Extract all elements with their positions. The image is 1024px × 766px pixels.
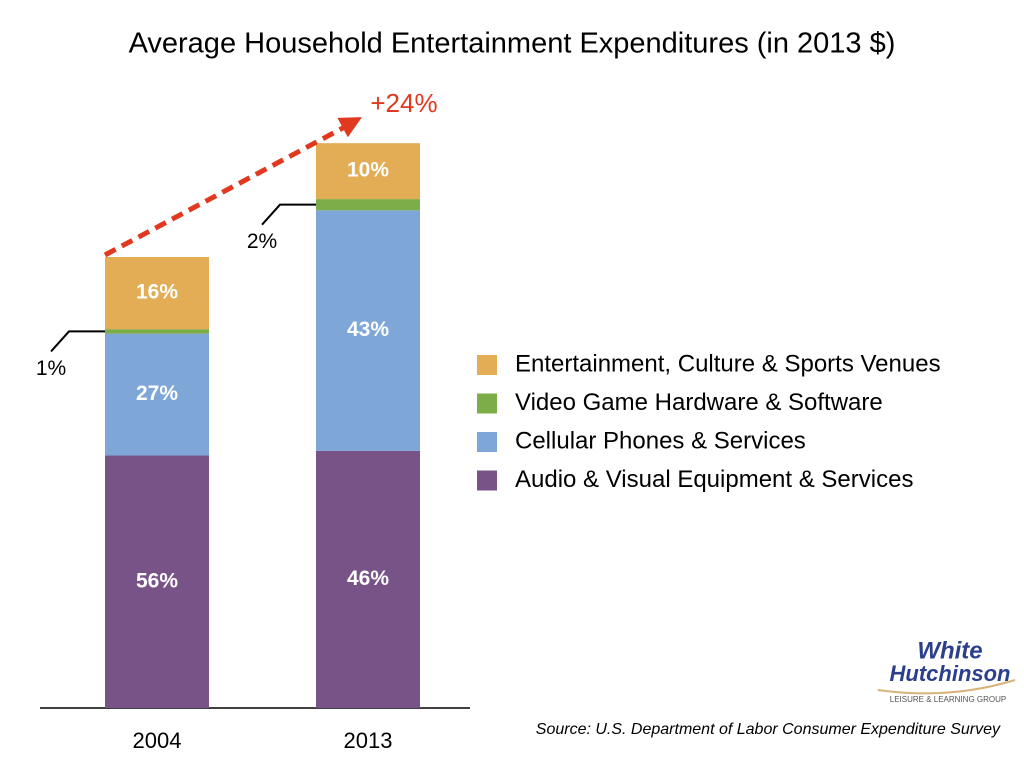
chart-title: Average Household Entertainment Expendit… [129, 28, 896, 60]
data-label: 16% [136, 281, 178, 304]
logo-line1: White [917, 637, 982, 664]
legend-swatch [477, 432, 497, 452]
data-label: 1% [36, 357, 66, 380]
bar-segment [105, 333, 209, 456]
legend-label: Cellular Phones & Services [515, 427, 806, 454]
x-tick-label: 2004 [133, 728, 182, 753]
arrow-head [337, 117, 362, 138]
source: Source: U.S. Department of Labor Consume… [536, 721, 1001, 738]
legend-label: Audio & Visual Equipment & Services [515, 466, 913, 493]
growth-arrow [103, 121, 352, 258]
data-label: 10% [347, 159, 389, 182]
logo-line2: Hutchinson [890, 661, 1011, 686]
bar-segment [105, 455, 209, 708]
bar-segment [316, 450, 420, 708]
data-label: 46% [347, 567, 389, 590]
data-label: 43% [347, 318, 389, 341]
logo-swoosh [877, 679, 1016, 695]
data-label: 27% [136, 382, 178, 405]
bar-segment [105, 329, 209, 334]
legend-label: Entertainment, Culture & Sports Venues [515, 350, 941, 377]
bar-segment [105, 257, 209, 330]
logo-tagline: LEISURE & LEARNING GROUP [890, 695, 1006, 704]
data-label: 56% [136, 569, 178, 592]
legend-swatch [477, 393, 497, 414]
legend-swatch [477, 355, 497, 375]
leader-line [261, 203, 316, 226]
legend-swatch [477, 470, 497, 491]
x-tick-label: 2013 [344, 728, 393, 753]
growth-label: +24% [370, 88, 437, 118]
data-label: 2% [247, 230, 277, 253]
bar-segment [316, 210, 420, 451]
bar-segment [316, 199, 420, 211]
bar-segment [316, 143, 420, 200]
leader-line [50, 330, 105, 353]
legend-label: Video Game Hardware & Software [515, 389, 883, 416]
